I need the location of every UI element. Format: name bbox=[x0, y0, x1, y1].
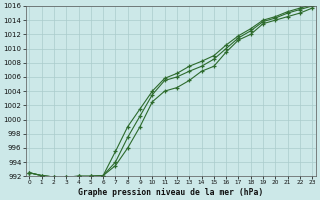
X-axis label: Graphe pression niveau de la mer (hPa): Graphe pression niveau de la mer (hPa) bbox=[78, 188, 263, 197]
